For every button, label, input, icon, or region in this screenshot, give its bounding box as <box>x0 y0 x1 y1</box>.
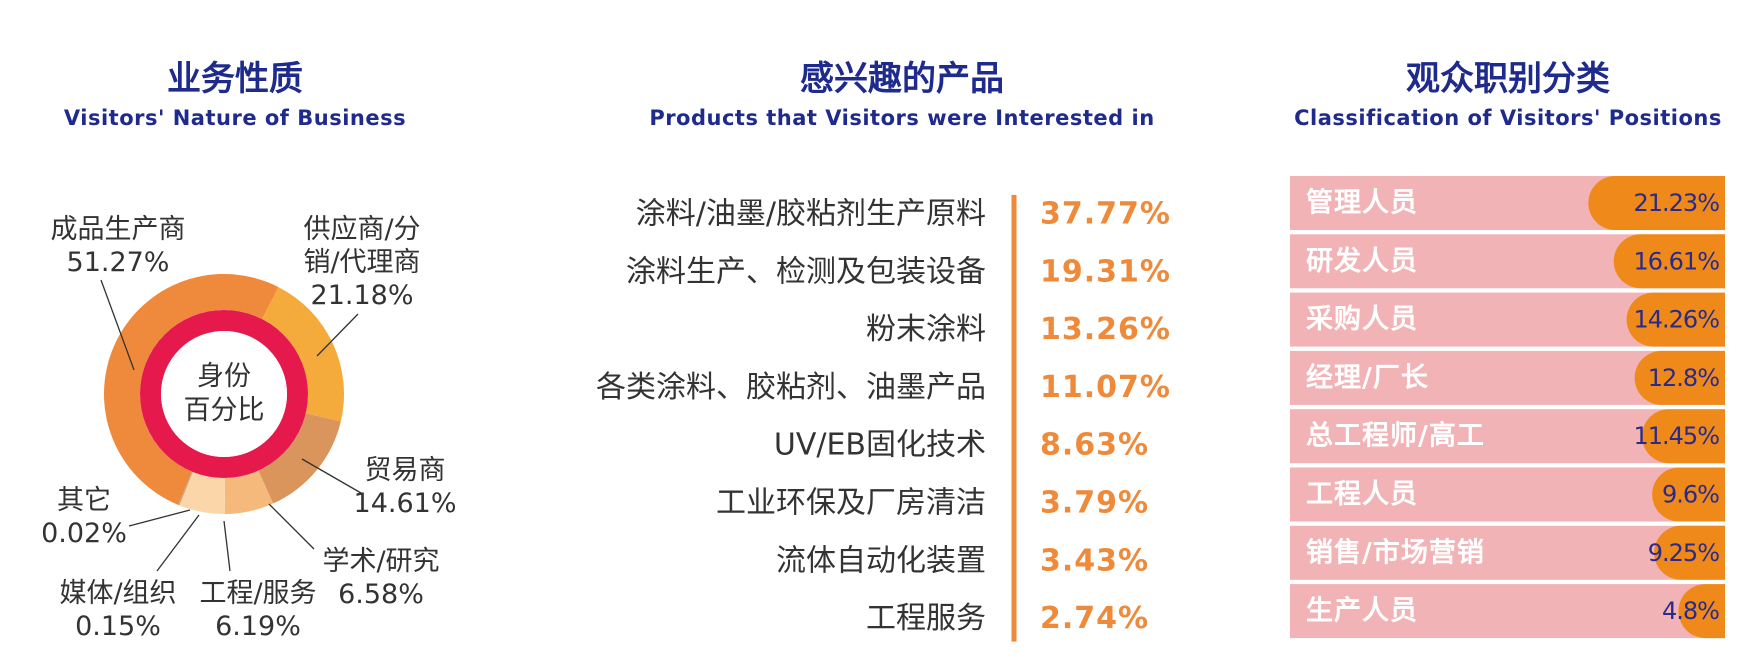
leader-line <box>301 458 362 494</box>
pie-label: 贸易商 14.61% <box>354 454 457 520</box>
panel-title: 观众职别分类 <box>1406 59 1610 99</box>
product-value: 3.43% <box>1040 543 1149 578</box>
pie-slice <box>179 471 225 514</box>
panel-title: 业务性质 <box>167 59 303 99</box>
row-background <box>1290 525 1725 580</box>
row-label: 经理/厂长 <box>1306 361 1429 393</box>
pie-label: 学术/研究 6.58% <box>322 545 439 611</box>
value-label: 9.6% <box>1662 481 1719 509</box>
pie-slice <box>262 287 344 422</box>
leader-line <box>100 279 135 371</box>
pie-label-name: 成品生产商 <box>50 214 186 245</box>
product-value: 19.31% <box>1040 254 1171 289</box>
pie-value-label: 6.19% <box>215 611 301 642</box>
value-label: 14.26% <box>1633 306 1719 334</box>
panel-title: 感兴趣的产品 <box>800 59 1004 99</box>
row-label: 工程人员 <box>1306 479 1418 510</box>
value-label: 9.25% <box>1648 539 1719 567</box>
product-label: 工业环保及厂房清洁 <box>716 486 986 521</box>
product-value: 8.63% <box>1040 428 1149 463</box>
bar <box>1678 584 1725 639</box>
bar <box>1588 176 1725 230</box>
product-label: 涂料生产、检测及包装设备 <box>626 254 986 289</box>
value-label: 16.61% <box>1633 247 1719 275</box>
pie-slice <box>178 471 193 505</box>
bar <box>1652 467 1725 522</box>
row-label: 销售/市场营销 <box>1306 536 1485 568</box>
product-label: 涂料/油墨/胶粘剂生产原料 <box>636 197 986 232</box>
leader-line <box>128 509 191 527</box>
pie-slice <box>103 273 279 505</box>
product-label: UV/EB固化技术 <box>774 428 986 463</box>
product-label: 流体自动化装置 <box>776 543 986 578</box>
pie-label: 其它 0.02% <box>41 484 127 550</box>
row-label: 总工程师/高工 <box>1306 420 1485 452</box>
leader-line <box>268 503 315 550</box>
bar <box>1642 409 1725 464</box>
pie-value-label: 51.27% <box>66 247 170 278</box>
pie-label-name: 贸易商 <box>364 455 446 486</box>
panel-subtitle: Classification of Visitors' Positions <box>1294 106 1722 130</box>
row-label: 管理人员 <box>1306 188 1418 219</box>
leader-line <box>316 313 359 357</box>
pie-slice <box>178 471 193 506</box>
pie-value-label: 6.58% <box>338 579 424 610</box>
pie-label: 供应商/分销/代理商 21.18% <box>299 213 426 312</box>
pie-label: 工程/服务 6.19% <box>199 577 316 643</box>
pie-value-label: 0.02% <box>41 518 127 549</box>
bar <box>1634 350 1725 405</box>
pie-label-name: 供应商/分销/代理商 <box>303 214 421 278</box>
panel-subtitle: Products that Visitors were Interested i… <box>649 106 1154 130</box>
value-label: 12.8% <box>1648 364 1719 392</box>
row-background <box>1290 584 1725 639</box>
product-label: 各类涂料、胶粘剂、油墨产品 <box>596 370 986 405</box>
row-label: 采购人员 <box>1306 304 1418 335</box>
panel-subtitle: Visitors' Nature of Business <box>64 106 406 130</box>
pie-slice <box>224 470 274 514</box>
leader-line <box>223 520 231 572</box>
pie-value-label: 14.61% <box>353 488 457 519</box>
center-disc <box>161 331 287 457</box>
pie-label: 媒体/组织 0.15% <box>59 577 176 643</box>
product-value: 37.77% <box>1040 197 1171 232</box>
pie-label: 成品生产商 51.27% <box>51 213 186 279</box>
pie-label-name: 学术/研究 <box>322 546 440 577</box>
bar <box>1626 292 1725 347</box>
inner-ring <box>140 310 308 478</box>
value-label: 4.8% <box>1662 597 1719 625</box>
bar <box>1613 234 1725 289</box>
pie-label-name: 媒体/组织 <box>59 578 177 609</box>
center-label-line: 身份 <box>197 361 251 392</box>
bar <box>1654 525 1725 580</box>
product-value: 11.07% <box>1040 370 1171 405</box>
value-label: 21.23% <box>1633 189 1719 217</box>
pie-label-name: 工程/服务 <box>199 578 317 609</box>
center-label: 身份 百分比 <box>184 360 265 428</box>
center-label-line: 百分比 <box>183 395 265 426</box>
product-label: 工程服务 <box>866 601 986 636</box>
product-value: 13.26% <box>1040 312 1171 347</box>
product-value: 2.74% <box>1040 601 1149 636</box>
pie-value-label: 0.15% <box>75 611 161 642</box>
row-label: 研发人员 <box>1306 245 1418 277</box>
leader-line <box>156 514 200 572</box>
value-label: 11.45% <box>1633 422 1719 450</box>
product-value: 3.79% <box>1040 486 1149 521</box>
pie-value-label: 21.18% <box>310 280 414 311</box>
row-label: 生产人员 <box>1306 596 1418 627</box>
pie-label-name: 其它 <box>57 485 111 516</box>
product-label: 粉末涂料 <box>866 312 986 347</box>
pie-slice <box>258 413 341 504</box>
